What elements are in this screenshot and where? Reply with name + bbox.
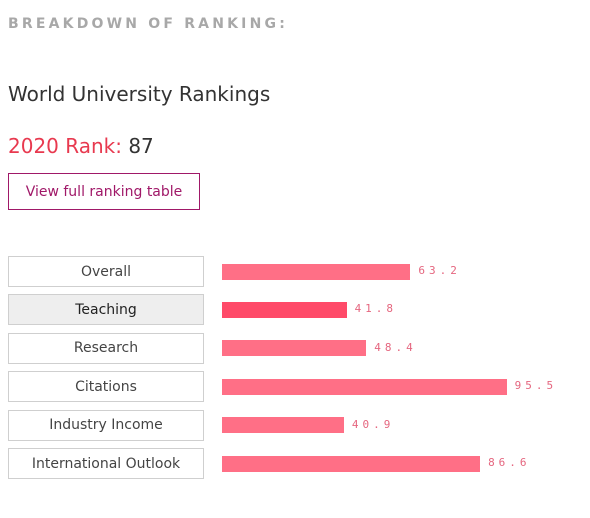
value-label: 63.2: [418, 264, 461, 277]
value-label: 48.4: [374, 340, 417, 354]
category-button[interactable]: Industry Income: [8, 409, 204, 441]
value-label: 86.6: [488, 456, 531, 469]
value-label: 95.5: [514, 379, 558, 393]
category-button[interactable]: Citations: [8, 371, 204, 403]
bar: [222, 263, 411, 280]
rank: 2020 Rank: 87: [8, 134, 154, 158]
bar: [222, 340, 367, 357]
bar: [222, 417, 344, 434]
value-label: 41.8: [354, 302, 398, 316]
category-button[interactable]: Research: [8, 332, 204, 364]
category-button[interactable]: International Outlook: [8, 448, 204, 479]
bar: [222, 455, 481, 472]
view-table-button[interactable]: View full ranking table: [8, 173, 200, 210]
rank-value: 87: [128, 134, 154, 158]
bar: [222, 378, 507, 395]
title: World University Rankings: [8, 82, 271, 106]
eyebrow: BREAKDOWN OF RANKING:: [8, 16, 288, 32]
category-button[interactable]: Teaching: [8, 294, 204, 326]
category-button[interactable]: Overall: [8, 256, 204, 287]
bar: [222, 301, 347, 318]
rank-label: 2020 Rank:: [8, 134, 122, 158]
value-label: 40.9: [351, 417, 395, 431]
